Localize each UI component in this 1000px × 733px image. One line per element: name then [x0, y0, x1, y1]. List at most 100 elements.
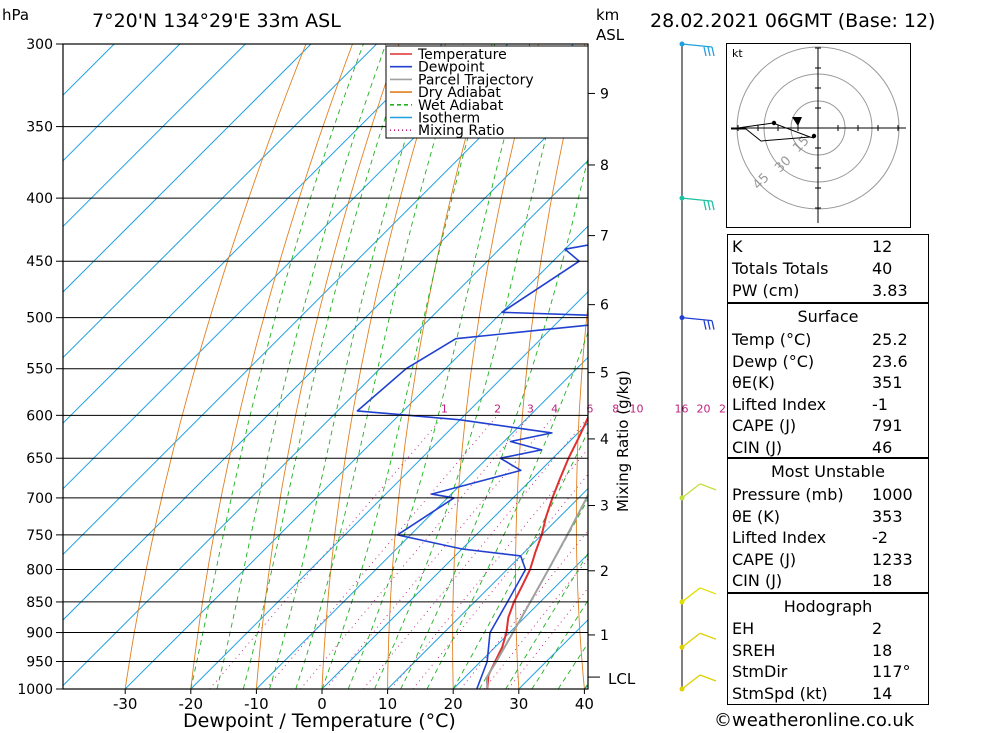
km-tick-label: 8: [600, 158, 609, 174]
wind-barb-feather: [703, 320, 707, 330]
x-tick-label: 0: [317, 695, 327, 713]
wind-barb: [681, 674, 701, 690]
mixing-ratio-line: [390, 448, 588, 689]
hodo-row: StmSpd (kt) 14: [732, 683, 893, 703]
surface-row: θE(K) 351: [732, 373, 903, 392]
isotherm-line: [63, 44, 115, 96]
location-title: 7°20'N 134°29'E 33m ASL: [92, 10, 341, 32]
wind-barb-feather: [699, 587, 717, 595]
dry-adiabat-line: [452, 44, 539, 689]
hodograph-point: [771, 120, 777, 126]
mu-row: Lifted Index -2: [732, 528, 888, 547]
wind-barb-feather: [707, 200, 711, 211]
mu-row: CIN (J) 18: [732, 571, 893, 590]
copyright-link[interactable]: ©weatheronline.co.uk: [714, 710, 915, 731]
wind-barb-feather: [707, 320, 711, 330]
mu-row: θE (K) 353: [732, 506, 903, 526]
isotherm-line: [63, 159, 588, 687]
wind-barb-feather: [707, 46, 711, 57]
x-tick-label: 10: [378, 695, 397, 713]
isotherm-line: [63, 44, 246, 228]
surface-row: Dewp (°C) 23.6: [732, 351, 908, 371]
mixing-ratio-label: 20: [697, 402, 711, 415]
legend-label: Mixing Ratio: [418, 123, 504, 139]
pressure-tick-label: 800: [26, 562, 53, 578]
isotherm-line: [124, 225, 588, 689]
isotherm-line: [321, 422, 588, 689]
mixing-ratio-line: [363, 416, 588, 689]
surface-row: Temp (°C) 25.2: [732, 330, 908, 349]
wind-barb: [681, 587, 701, 603]
dry-adiabat-line: [955, 44, 1000, 689]
wet-adiabat-line: [426, 330, 588, 689]
most-unstable-title: Most Unstable: [771, 462, 885, 481]
index-row: K 12: [732, 237, 893, 256]
dry-adiabat-line: [255, 44, 400, 689]
x-tick-label: 30: [509, 695, 528, 713]
mu-row: Pressure (mb) 1000: [732, 485, 913, 504]
mixing-ratio-label: 6: [586, 402, 593, 415]
lcl-label: LCL: [608, 670, 636, 688]
wind-barb: [681, 632, 701, 648]
mixing-ratio-title: Mixing Ratio (g/kg): [614, 370, 632, 512]
pressure-tick-label: 650: [26, 451, 53, 467]
surface-panel: Surface Temp (°C) 25.2 Dewp (°C) 23.6 θE(K…: [727, 303, 929, 458]
wind-barb-feather: [703, 46, 707, 57]
dry-adiabat-line: [321, 44, 446, 689]
km-tick-label: 5: [600, 366, 609, 382]
legend-box: [385, 45, 589, 139]
datetime-title: 28.02.2021 06GMT (Base: 12): [650, 10, 936, 32]
dry-adiabat-line: [635, 44, 678, 689]
x-tick-label: -20: [179, 695, 204, 713]
pressure-tick-label: 450: [26, 254, 53, 270]
wind-barb-feather: [711, 46, 715, 57]
mixing-ratio-line: [209, 415, 445, 689]
wet-adiabat-line: [216, 44, 387, 689]
x-tick-label: -30: [113, 695, 138, 713]
isotherm-line: [452, 553, 588, 689]
legend-label: Temperature: [417, 47, 507, 63]
km-tick-label: 9: [600, 86, 609, 102]
dry-adiabat-line: [692, 44, 724, 689]
wind-barb: [681, 43, 713, 48]
hpa-axis-unit: hPa: [2, 6, 30, 24]
isotherm-line: [63, 44, 377, 359]
storm-motion-marker: [792, 117, 802, 126]
hodo-row: EH 2: [732, 619, 883, 638]
mixing-ratio-label: 3: [527, 402, 534, 415]
hodograph-point: [811, 133, 817, 139]
surface-row: CIN (J) 46: [732, 437, 893, 457]
wet-adiabat-line: [347, 44, 531, 689]
pressure-tick-label: 500: [26, 311, 53, 327]
pressure-tick-label: 850: [26, 595, 53, 611]
wind-barb-feather: [699, 674, 717, 682]
hodo-row: SREH 18: [732, 640, 893, 660]
index-row: PW (cm) 3.83: [732, 281, 908, 300]
mu-row: CAPE (J) 1233: [732, 549, 913, 569]
wet-adiabat-line: [400, 156, 588, 689]
km-tick-label: 1: [600, 628, 609, 644]
surface-title: Surface: [797, 307, 859, 326]
isotherm-line: [63, 44, 312, 293]
legend-label: Dewpoint: [418, 60, 485, 76]
isotherm-line: [63, 44, 509, 490]
dewpoint-series: [356, 244, 588, 689]
pressure-tick-label: 550: [26, 362, 53, 378]
temperature-series: [486, 415, 588, 689]
mixing-ratio-line: [325, 415, 555, 689]
indices-panel: K 12 Totals Totals 40 PW (cm) 3.83: [727, 234, 929, 303]
pressure-tick-label: 950: [26, 655, 53, 671]
km-tick-label: 3: [600, 499, 609, 515]
legend-label: Dry Adiabat: [418, 85, 501, 101]
km-tick-label: 4: [600, 432, 609, 448]
wind-barb-feather: [711, 320, 715, 330]
isotherm-line: [63, 44, 574, 556]
hodo-row: StmDir 117°: [732, 662, 911, 681]
km-tick-label: 2: [600, 564, 609, 580]
index-row: Totals Totals 40: [732, 259, 893, 278]
pressure-tick-label: 600: [26, 408, 53, 424]
wind-barb: [681, 197, 713, 202]
isotherm-line: [256, 356, 588, 689]
mixing-ratio-label: 10: [630, 402, 644, 415]
